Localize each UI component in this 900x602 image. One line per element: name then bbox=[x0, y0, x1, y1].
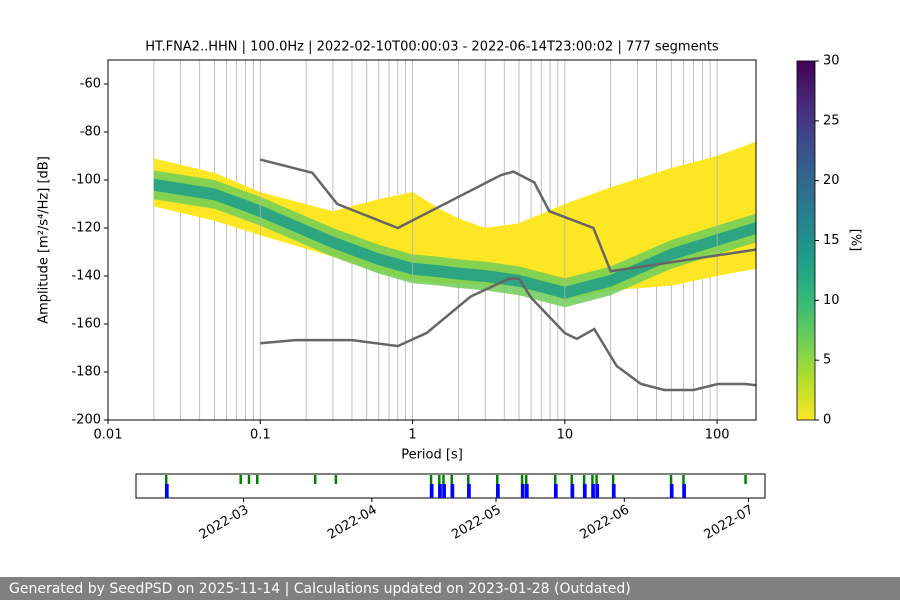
y-axis-label: Amplitude [m²/s⁴/Hz] [dB] bbox=[37, 156, 52, 324]
y-tick-label: -120 bbox=[71, 221, 101, 236]
y-tick-label: -100 bbox=[71, 173, 101, 188]
used-segment bbox=[496, 484, 500, 498]
colorbar-tick-label: 0 bbox=[823, 413, 831, 428]
used-segment bbox=[682, 484, 686, 498]
data-segment bbox=[611, 475, 615, 484]
colorbar-label: [%] bbox=[848, 229, 863, 252]
x-tick-label: 2022-07 bbox=[702, 503, 757, 543]
y-tick-label: -160 bbox=[71, 317, 101, 332]
used-segment bbox=[595, 484, 600, 498]
colorbar-tick-label: 5 bbox=[823, 353, 831, 368]
data-segment bbox=[669, 475, 673, 484]
y-tick-label: -60 bbox=[80, 77, 101, 92]
data-segment bbox=[429, 475, 433, 484]
data-segment bbox=[239, 475, 242, 484]
x-tick-label: 100 bbox=[705, 428, 730, 443]
y-tick-label: -180 bbox=[71, 365, 101, 380]
data-segment bbox=[570, 475, 573, 484]
used-segment bbox=[524, 484, 529, 498]
x-tick-label: 1 bbox=[408, 428, 416, 443]
data-segment bbox=[467, 475, 470, 484]
used-segment bbox=[438, 484, 442, 498]
colorbar-tick-label: 30 bbox=[823, 54, 840, 69]
y-tick-label: -200 bbox=[71, 413, 101, 428]
data-segment bbox=[744, 475, 747, 484]
x-tick-label: 10 bbox=[557, 428, 574, 443]
data-segment bbox=[682, 475, 685, 484]
used-segment bbox=[450, 484, 455, 498]
colorbar-tick-label: 20 bbox=[823, 173, 840, 188]
density-band bbox=[153, 170, 756, 308]
x-axis-label: Period [s] bbox=[401, 448, 463, 463]
data-segment bbox=[334, 475, 338, 484]
plot-area bbox=[108, 60, 756, 420]
x-tick-label: 2022-03 bbox=[197, 503, 252, 543]
used-segment bbox=[611, 484, 616, 498]
noise-model-line bbox=[260, 277, 756, 392]
colorbar-tick-label: 15 bbox=[823, 233, 840, 248]
used-segment bbox=[467, 484, 471, 498]
used-segment bbox=[164, 484, 169, 498]
colorbar-tick-label: 25 bbox=[823, 113, 840, 128]
x-tick-label: 0.1 bbox=[250, 428, 271, 443]
data-segment bbox=[582, 475, 586, 484]
y-tick-label: -80 bbox=[80, 125, 101, 140]
used-segment bbox=[570, 484, 575, 498]
data-segment bbox=[496, 475, 499, 484]
data-segment bbox=[164, 475, 168, 484]
data-segment bbox=[595, 475, 598, 484]
data-segment bbox=[524, 475, 528, 484]
x-tick-label: 2022-06 bbox=[578, 503, 633, 543]
plot-frame bbox=[107, 59, 757, 421]
used-segment bbox=[429, 484, 434, 498]
data-segment bbox=[591, 475, 594, 484]
footer: Generated by SeedPSD on 2025-11-14 | Cal… bbox=[0, 577, 900, 600]
used-segment bbox=[591, 484, 595, 498]
data-segment bbox=[313, 475, 317, 484]
data-segment bbox=[438, 475, 441, 484]
chart-title: HT.FNA2..HHN | 100.0Hz | 2022-02-10T00:0… bbox=[145, 40, 719, 55]
colorbar bbox=[796, 60, 816, 421]
used-segment bbox=[520, 484, 525, 498]
chart: HT.FNA2..HHN | 100.0Hz | 2022-02-10T00:0… bbox=[37, 40, 863, 543]
data-segment bbox=[553, 475, 557, 484]
data-segment bbox=[520, 475, 524, 484]
density-core bbox=[153, 178, 756, 299]
data-segment bbox=[450, 475, 453, 484]
used-segment bbox=[553, 484, 558, 498]
colorbar-tick-label: 10 bbox=[823, 293, 840, 308]
used-segment bbox=[669, 484, 674, 498]
noise-model-line bbox=[259, 158, 756, 273]
x-tick-label: 2022-04 bbox=[325, 503, 380, 543]
x-tick-label: 0.01 bbox=[94, 428, 123, 443]
data-segment bbox=[442, 475, 445, 484]
y-tick-label: -140 bbox=[71, 269, 101, 284]
data-segment bbox=[256, 475, 259, 484]
data-segment bbox=[247, 475, 251, 484]
x-tick-label: 2022-05 bbox=[449, 503, 504, 543]
used-segment bbox=[442, 484, 446, 498]
used-segment bbox=[582, 484, 587, 498]
